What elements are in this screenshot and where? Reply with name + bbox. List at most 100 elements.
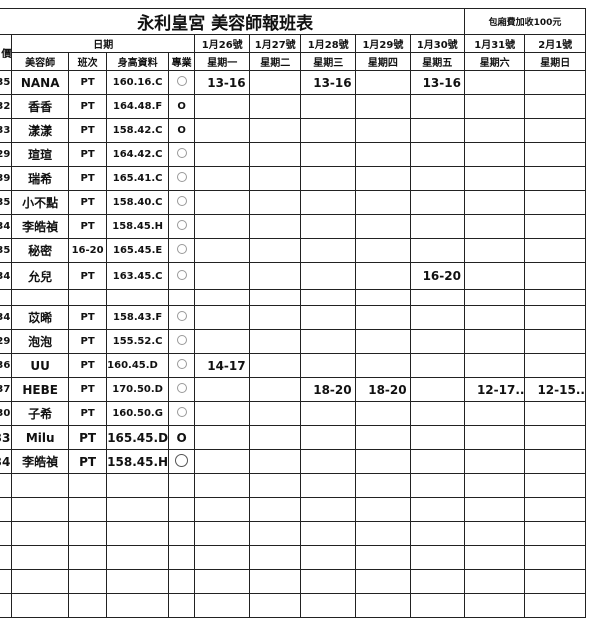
shift-time-cell bbox=[524, 425, 586, 450]
body-cell: 160.45.D bbox=[106, 353, 170, 378]
special-cell bbox=[168, 353, 196, 378]
shift-cell: PT bbox=[67, 329, 108, 354]
special-header: 專業 bbox=[168, 52, 196, 71]
empty-cell bbox=[168, 569, 196, 594]
empty-cell bbox=[249, 593, 302, 618]
shift-time-cell: 12-15.. bbox=[524, 377, 586, 402]
circle-mark-icon bbox=[176, 172, 187, 182]
date-header: 1月26號 bbox=[194, 34, 251, 53]
shift-time-cell bbox=[249, 425, 302, 450]
shift-time-cell bbox=[249, 142, 302, 167]
empty-cell bbox=[67, 497, 108, 522]
shift-time-cell bbox=[409, 353, 465, 378]
price-cell: 34 bbox=[0, 449, 13, 474]
empty-cell bbox=[67, 545, 108, 570]
shift-time-cell bbox=[194, 449, 251, 474]
shift-time-cell bbox=[524, 401, 586, 426]
shift-time-cell bbox=[409, 425, 465, 450]
shift-time-cell bbox=[194, 289, 251, 306]
special-cell bbox=[168, 166, 196, 191]
name-cell: 小不點 bbox=[11, 190, 69, 215]
empty-cell bbox=[168, 497, 196, 522]
empty-cell bbox=[463, 569, 526, 594]
empty-cell bbox=[0, 473, 13, 498]
shift-time-cell bbox=[355, 94, 411, 119]
shift-time-cell bbox=[524, 238, 586, 263]
empty-cell bbox=[106, 593, 170, 618]
price-cell: 33 bbox=[0, 118, 13, 143]
empty-cell bbox=[168, 545, 196, 570]
shift-cell: PT bbox=[67, 353, 108, 378]
shift-time-cell bbox=[249, 118, 302, 143]
shift-time-cell bbox=[249, 329, 302, 354]
empty-cell bbox=[67, 569, 108, 594]
shift-time-cell bbox=[300, 214, 357, 239]
shift-time-cell: 18-20 bbox=[355, 377, 411, 402]
special-cell bbox=[168, 238, 196, 263]
body-cell: 158.45.H bbox=[106, 214, 170, 239]
empty-cell bbox=[0, 593, 13, 618]
empty-cell bbox=[463, 473, 526, 498]
body-cell: 158.40.C bbox=[106, 190, 170, 215]
special-cell: O bbox=[168, 425, 196, 450]
body-cell: 165.45.E bbox=[106, 238, 170, 263]
empty-row bbox=[0, 497, 586, 522]
empty-cell bbox=[355, 521, 411, 546]
room-fee-note: 包廂費加收100元 bbox=[463, 8, 587, 35]
table-row: 30子希PT160.50.G bbox=[0, 401, 586, 426]
empty-cell bbox=[67, 521, 108, 546]
empty-cell bbox=[300, 569, 357, 594]
shift-time-cell: 16-20 bbox=[409, 262, 465, 290]
date-header: 1月28號 bbox=[300, 34, 357, 53]
special-cell bbox=[168, 401, 196, 426]
table-row bbox=[0, 289, 586, 306]
shift-time-cell bbox=[355, 329, 411, 354]
name-cell: 漾漾 bbox=[11, 118, 69, 143]
shift-cell: PT bbox=[67, 94, 108, 119]
name-cell bbox=[11, 289, 69, 306]
shift-time-cell bbox=[409, 118, 465, 143]
shift-time-cell bbox=[300, 118, 357, 143]
weekday-header: 星期四 bbox=[355, 52, 411, 71]
name-cell: UU bbox=[11, 353, 69, 378]
shift-time-cell bbox=[463, 70, 526, 95]
empty-cell bbox=[524, 473, 586, 498]
shift-time-cell bbox=[409, 329, 465, 354]
shift-cell: PT bbox=[67, 449, 108, 474]
shift-cell: PT bbox=[67, 425, 108, 450]
shift-time-cell: 14-17 bbox=[194, 353, 251, 378]
empty-cell bbox=[463, 521, 526, 546]
name-cell: Milu bbox=[11, 425, 69, 450]
table-row: 34苡晞PT158.43.F bbox=[0, 305, 586, 330]
table-row: 34李皓禎PT158.45.H bbox=[0, 449, 586, 474]
shift-time-cell bbox=[300, 425, 357, 450]
price-header: 價 bbox=[0, 34, 13, 71]
special-cell bbox=[168, 190, 196, 215]
shift-time-cell bbox=[409, 305, 465, 330]
empty-cell bbox=[11, 521, 69, 546]
shift-time-cell bbox=[463, 214, 526, 239]
empty-cell bbox=[355, 545, 411, 570]
shift-header: 班次 bbox=[67, 52, 108, 71]
empty-cell bbox=[67, 473, 108, 498]
body-cell: 158.43.F bbox=[106, 305, 170, 330]
empty-cell bbox=[409, 521, 465, 546]
shift-time-cell bbox=[524, 305, 586, 330]
empty-cell bbox=[194, 569, 251, 594]
shift-time-cell bbox=[355, 214, 411, 239]
date-header: 1月31號 bbox=[463, 34, 526, 53]
circle-mark-icon bbox=[175, 453, 189, 467]
shift-time-cell: 18-20 bbox=[300, 377, 357, 402]
shift-time-cell bbox=[194, 190, 251, 215]
circle-mark-icon bbox=[176, 76, 187, 86]
table-row: 29瑄瑄PT164.42.C bbox=[0, 142, 586, 167]
empty-cell bbox=[0, 521, 13, 546]
name-cell: 香香 bbox=[11, 94, 69, 119]
page-title: 永利皇宮 美容師報班表 bbox=[0, 8, 465, 35]
shift-time-cell bbox=[409, 166, 465, 191]
special-cell: O bbox=[168, 94, 196, 119]
empty-cell bbox=[409, 497, 465, 522]
body-cell: 164.42.C bbox=[106, 142, 170, 167]
weekday-header: 星期日 bbox=[524, 52, 586, 71]
